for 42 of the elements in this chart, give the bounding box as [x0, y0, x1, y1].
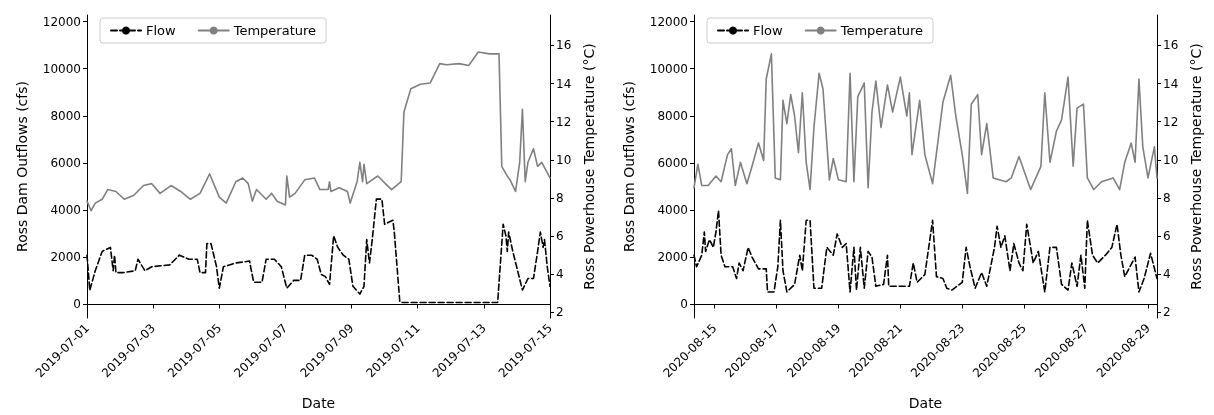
- y2-tick-label: 16: [556, 38, 572, 53]
- y-tick-label: 12000: [42, 14, 81, 29]
- y-tick-label: 8000: [657, 108, 688, 123]
- y-tick-label: 2000: [50, 250, 81, 265]
- y2-tick-label: 12: [1163, 114, 1179, 129]
- y-tick-label: 6000: [657, 156, 688, 171]
- y2-tick-label: 16: [1163, 38, 1179, 53]
- y2-tick-label: 6: [556, 229, 564, 244]
- y-tick-label: 10000: [649, 61, 688, 76]
- y2-tick-label: 14: [556, 76, 572, 91]
- y-tick-label: 8000: [50, 108, 81, 123]
- y-tick-label: 0: [73, 297, 81, 312]
- line-series: [86, 51, 551, 212]
- y2-tick-label: 8: [556, 190, 564, 205]
- y2-tick-label: 4: [1163, 267, 1171, 282]
- y2-tick-label: 2: [1163, 305, 1171, 320]
- y-tick-label: 0: [680, 297, 688, 312]
- y2-tick-label: 12: [556, 114, 572, 129]
- y2-axis-title: Ross Powerhouse Temperature (°C): [581, 43, 598, 290]
- y-tick-label: 2000: [657, 250, 688, 265]
- legend-label: Temperature: [232, 23, 317, 38]
- y-tick-label: 6000: [50, 156, 81, 171]
- y-axis-title: Ross Dam Outflows (cfs): [14, 81, 30, 252]
- y2-tick-label: 8: [1163, 190, 1171, 205]
- x-axis-title: Date: [301, 395, 336, 411]
- y-axis-title: Ross Dam Outflows (cfs): [621, 81, 637, 252]
- line-series: [693, 53, 1158, 195]
- y-tick-label: 4000: [50, 203, 81, 218]
- legend-label: Temperature: [839, 23, 924, 38]
- y2-tick-label: 14: [1163, 76, 1179, 91]
- y2-tick-label: 10: [556, 152, 572, 167]
- y2-tick-label: 4: [556, 267, 564, 282]
- x-axis-title: Date: [908, 395, 943, 411]
- y2-tick-label: 10: [1163, 152, 1179, 167]
- y2-tick-label: 2: [556, 305, 564, 320]
- legend-label: Flow: [753, 23, 784, 38]
- y-tick-label: 12000: [649, 14, 688, 29]
- y2-tick-label: 6: [1163, 229, 1171, 244]
- y-tick-label: 4000: [657, 203, 688, 218]
- y-tick-label: 10000: [42, 61, 81, 76]
- y2-axis-title: Ross Powerhouse Temperature (°C): [1188, 43, 1205, 290]
- legend-label: Flow: [146, 23, 177, 38]
